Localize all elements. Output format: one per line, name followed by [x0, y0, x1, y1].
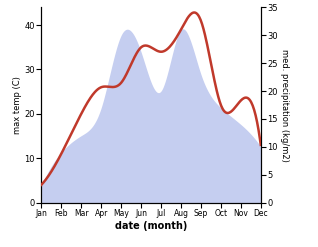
Y-axis label: med. precipitation (kg/m2): med. precipitation (kg/m2) — [280, 49, 289, 161]
Y-axis label: max temp (C): max temp (C) — [13, 76, 22, 134]
X-axis label: date (month): date (month) — [115, 221, 187, 230]
